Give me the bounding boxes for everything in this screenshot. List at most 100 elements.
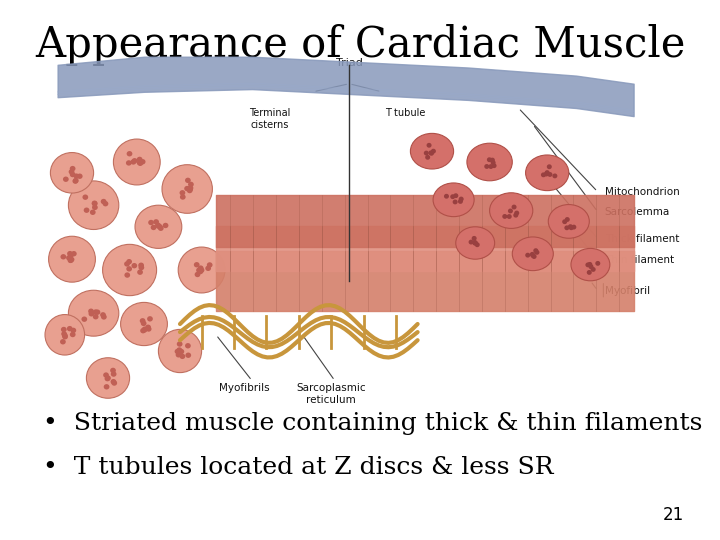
Ellipse shape	[60, 339, 66, 345]
Ellipse shape	[91, 200, 97, 206]
Ellipse shape	[111, 372, 117, 377]
Ellipse shape	[127, 151, 132, 157]
Ellipse shape	[137, 160, 143, 165]
Ellipse shape	[544, 170, 549, 175]
Ellipse shape	[68, 257, 74, 262]
Ellipse shape	[83, 194, 89, 200]
Ellipse shape	[93, 309, 99, 315]
Ellipse shape	[142, 327, 148, 332]
Ellipse shape	[526, 155, 569, 191]
Ellipse shape	[450, 194, 455, 199]
Ellipse shape	[68, 169, 74, 174]
Ellipse shape	[424, 151, 429, 156]
Ellipse shape	[68, 258, 73, 263]
Text: Terminal
cisterns: Terminal cisterns	[249, 108, 291, 130]
Ellipse shape	[541, 172, 546, 177]
Ellipse shape	[507, 214, 512, 219]
Ellipse shape	[185, 353, 191, 358]
Text: Mitochondrion: Mitochondrion	[605, 187, 680, 197]
Ellipse shape	[68, 253, 73, 258]
Ellipse shape	[433, 183, 474, 217]
Ellipse shape	[188, 185, 194, 191]
Ellipse shape	[205, 266, 211, 271]
Ellipse shape	[431, 148, 436, 153]
Ellipse shape	[93, 314, 99, 320]
Ellipse shape	[530, 252, 535, 256]
Ellipse shape	[469, 240, 474, 245]
Ellipse shape	[86, 357, 130, 399]
Ellipse shape	[474, 242, 480, 247]
Ellipse shape	[141, 321, 147, 326]
Ellipse shape	[176, 347, 182, 353]
Ellipse shape	[176, 352, 181, 357]
Ellipse shape	[140, 328, 146, 333]
Ellipse shape	[194, 262, 199, 267]
Ellipse shape	[111, 379, 117, 384]
Text: Myofibril: Myofibril	[605, 286, 650, 295]
Ellipse shape	[444, 194, 449, 199]
Ellipse shape	[184, 186, 190, 191]
Ellipse shape	[153, 219, 159, 225]
Ellipse shape	[197, 269, 203, 274]
Ellipse shape	[67, 326, 73, 332]
Ellipse shape	[103, 373, 109, 378]
Ellipse shape	[102, 201, 108, 206]
Ellipse shape	[568, 224, 573, 229]
Ellipse shape	[428, 151, 433, 156]
Ellipse shape	[454, 193, 459, 198]
Text: 21: 21	[662, 506, 684, 524]
Ellipse shape	[490, 158, 495, 163]
Ellipse shape	[68, 291, 119, 336]
Text: T tubule: T tubule	[385, 108, 426, 118]
Ellipse shape	[150, 225, 156, 230]
Ellipse shape	[585, 262, 590, 267]
Ellipse shape	[48, 237, 95, 282]
Ellipse shape	[92, 205, 98, 210]
Ellipse shape	[138, 160, 143, 166]
Ellipse shape	[513, 213, 518, 218]
Ellipse shape	[81, 316, 87, 322]
Ellipse shape	[155, 222, 161, 228]
Ellipse shape	[71, 251, 77, 256]
Ellipse shape	[137, 157, 143, 162]
Ellipse shape	[101, 199, 107, 204]
Ellipse shape	[100, 312, 106, 318]
Ellipse shape	[467, 143, 513, 181]
Ellipse shape	[179, 247, 225, 293]
Ellipse shape	[132, 263, 138, 268]
Ellipse shape	[132, 158, 138, 164]
Ellipse shape	[425, 155, 430, 160]
Ellipse shape	[492, 163, 497, 168]
Ellipse shape	[531, 253, 536, 258]
Ellipse shape	[114, 139, 161, 185]
Text: Sarcoplasmic
reticulum: Sarcoplasmic reticulum	[297, 383, 366, 405]
Ellipse shape	[125, 272, 130, 278]
Ellipse shape	[513, 237, 553, 271]
Ellipse shape	[588, 262, 593, 267]
Ellipse shape	[140, 159, 145, 165]
Ellipse shape	[179, 354, 185, 359]
Ellipse shape	[145, 325, 151, 330]
Ellipse shape	[564, 225, 570, 230]
Ellipse shape	[71, 328, 76, 333]
Ellipse shape	[595, 261, 600, 266]
Ellipse shape	[101, 314, 107, 320]
Text: Myofibrils: Myofibrils	[220, 383, 270, 394]
Ellipse shape	[162, 165, 212, 213]
Ellipse shape	[186, 188, 192, 193]
Ellipse shape	[88, 308, 94, 314]
Ellipse shape	[569, 225, 574, 230]
Ellipse shape	[544, 172, 549, 177]
Text: •  T tubules located at Z discs & less SR: • T tubules located at Z discs & less SR	[43, 456, 554, 478]
Ellipse shape	[179, 190, 185, 195]
Ellipse shape	[180, 194, 186, 200]
Ellipse shape	[473, 240, 478, 245]
Ellipse shape	[177, 341, 183, 347]
Ellipse shape	[135, 205, 181, 248]
Ellipse shape	[163, 223, 168, 228]
Ellipse shape	[185, 343, 191, 348]
Ellipse shape	[552, 173, 557, 178]
Ellipse shape	[121, 302, 167, 346]
Ellipse shape	[547, 172, 552, 177]
Ellipse shape	[140, 318, 145, 323]
